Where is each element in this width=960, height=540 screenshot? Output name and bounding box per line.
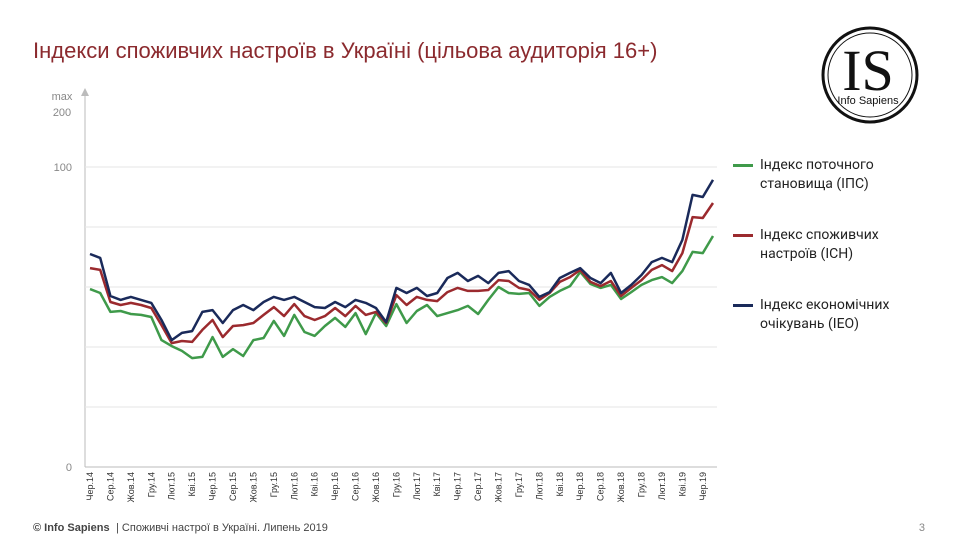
x-tick-label: Кві.18 — [555, 472, 565, 497]
series-line — [89, 202, 715, 345]
legend-entry: Індекс економічних очікувань (ІЕО) — [733, 296, 933, 366]
x-tick-label: Кві.15 — [187, 472, 197, 497]
logo-name: Info Sapiens — [837, 95, 899, 107]
x-tick-label: Гру.17 — [514, 472, 524, 497]
legend-swatch — [733, 164, 753, 167]
x-tick-label: Жов.15 — [248, 472, 258, 503]
x-tick-label: Сер.15 — [228, 472, 238, 501]
legend-label: Індекс економічних очікувань (ІЕО) — [760, 297, 890, 332]
x-tick-label: Жов.16 — [371, 472, 381, 503]
x-tick-label: Гру.16 — [391, 472, 401, 497]
x-tick-label: Гру.18 — [637, 472, 647, 497]
x-tick-label: Кві.17 — [432, 472, 442, 497]
legend-entry: Індекс поточного становища (ІПС) — [733, 156, 933, 226]
x-tick-label: Сер.14 — [105, 472, 115, 501]
x-tick-label: Чер.15 — [208, 472, 218, 501]
footer-text: | Споживчі настрої в Україні. Липень 201… — [116, 522, 328, 534]
legend-label: Індекс споживчих настроїв (ІСН) — [760, 227, 879, 262]
legend-label: Індекс поточного становища (ІПС) — [760, 157, 874, 192]
x-tick-label: Жов.18 — [616, 472, 626, 503]
x-tick-label: Лют.16 — [289, 472, 299, 500]
x-tick-label: Лют.15 — [167, 472, 177, 500]
y-tick-label: 0 — [66, 462, 72, 474]
y-axis-note: max — [52, 91, 73, 103]
x-tick-label: Чер.19 — [698, 472, 708, 501]
y-axis-note: 200 — [53, 107, 71, 119]
page-number: 3 — [919, 522, 925, 534]
footer-brand: © Info Sapiens — [33, 522, 110, 534]
x-tick-label: Жов.14 — [126, 472, 136, 503]
legend-entry: Індекс споживчих настроїв (ІСН) — [733, 226, 933, 296]
x-tick-label: Лют.19 — [657, 472, 667, 500]
logo-mark: IS — [842, 38, 894, 103]
x-tick-label: Кві.16 — [310, 472, 320, 497]
logo: IS Info Sapiens — [821, 26, 919, 124]
chart-title: Індекси споживчих настроїв в Україні (ці… — [33, 38, 657, 63]
series-line — [89, 179, 715, 342]
y-axis-arrow — [81, 88, 89, 96]
logo-ring — [821, 26, 919, 124]
x-tick-label: Лют.17 — [412, 472, 422, 500]
y-tick-label: 100 — [54, 162, 72, 174]
x-tick-label: Кві.19 — [677, 472, 687, 497]
legend-swatch — [733, 304, 753, 307]
legend: Індекс поточного становища (ІПС) Індекс с… — [733, 156, 933, 366]
logo-ring — [827, 32, 913, 118]
x-tick-label: Сер.16 — [351, 472, 361, 501]
x-tick-label: Сер.17 — [473, 472, 483, 501]
x-tick-label: Чер.16 — [330, 472, 340, 501]
x-tick-label: Жов.17 — [494, 472, 504, 503]
x-tick-label: Чер.17 — [453, 472, 463, 501]
x-tick-label: Чер.18 — [575, 472, 585, 501]
x-tick-label: Сер.18 — [596, 472, 606, 501]
x-tick-label: Лют.18 — [534, 472, 544, 500]
legend-swatch — [733, 234, 753, 237]
x-tick-label: Гру.15 — [269, 472, 279, 497]
series-line — [89, 235, 715, 360]
x-tick-label: Гру.14 — [146, 472, 156, 497]
x-tick-label: Чер.14 — [85, 472, 95, 501]
